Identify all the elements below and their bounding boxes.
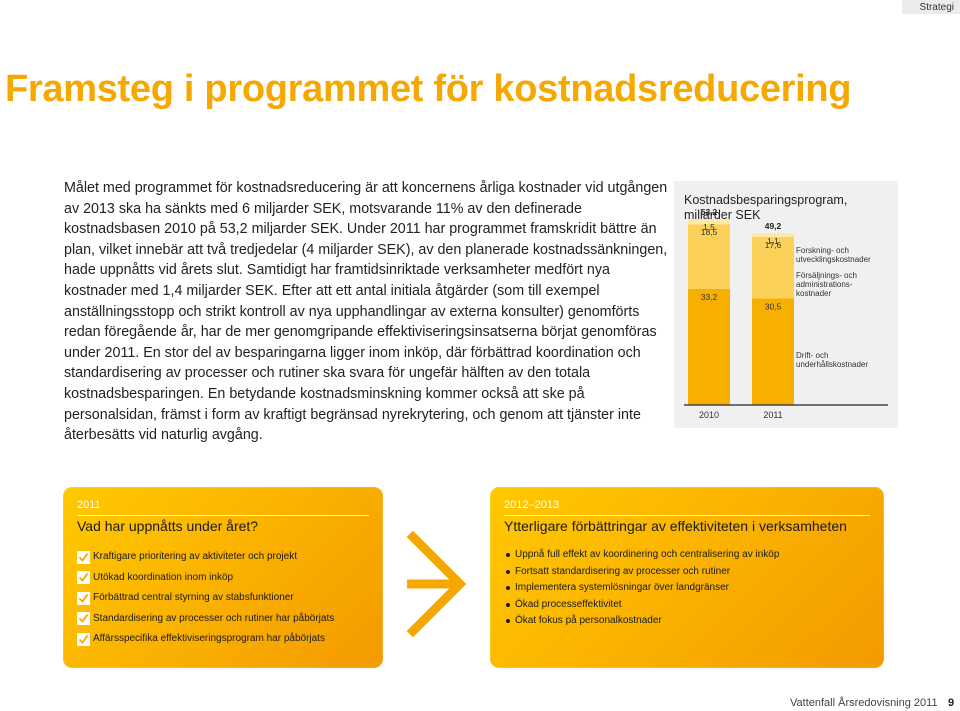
checkmark-icon	[77, 612, 90, 626]
data-label: 30,5	[765, 301, 782, 311]
bullet-icon	[506, 553, 510, 558]
x-tick-label: 2010	[699, 410, 719, 420]
bar-segment	[752, 232, 794, 237]
box-2012-2013: 2012–2013 Ytterligare förbättringar av e…	[490, 487, 884, 668]
list-item: Standardisering av processer och rutiner…	[77, 609, 334, 630]
box-2012-divider	[504, 515, 870, 516]
bullet-icon	[506, 569, 510, 574]
cost-savings-chart: Kostnadsbesparingsprogram, miljarder SEK…	[674, 181, 898, 428]
list-item: Uppnå full effekt av koordinering och ce…	[504, 547, 779, 564]
total-label: 53,2	[701, 207, 718, 217]
checkmark-icon	[77, 632, 90, 646]
legend-label: utvecklingskostnader	[796, 255, 871, 264]
bullet-icon	[506, 586, 510, 591]
list-item: Kraftigare prioritering av aktiviteter o…	[77, 547, 334, 568]
legend-label: underhållskostnader	[796, 360, 868, 369]
box-2011-divider	[77, 515, 369, 516]
box-2012-list: Uppnå full effekt av koordinering och ce…	[504, 547, 779, 630]
bullet-icon	[506, 602, 510, 607]
data-label: 18,5	[701, 227, 718, 237]
list-item: Förbättrad central styrning av stabsfunk…	[77, 588, 334, 609]
list-item: Affärsspecifika effektiviseringsprogram …	[77, 629, 334, 650]
bar-segment	[752, 236, 794, 299]
box-2011: 2011 Vad har uppnåtts under året? Krafti…	[63, 487, 383, 668]
box-2011-year: 2011	[77, 499, 101, 511]
bar-segment	[688, 224, 730, 289]
legend-label: Forskning- och	[796, 246, 849, 255]
legend-label: Drift- och	[796, 351, 828, 360]
section-tab: Strategi	[902, 0, 960, 14]
total-label: 49,2	[765, 221, 782, 231]
data-label: 33,2	[701, 292, 718, 302]
box-2011-heading: Vad har uppnåtts under året?	[77, 518, 259, 534]
checkmark-icon	[77, 550, 90, 564]
bar-segment	[752, 298, 794, 405]
data-label: 17,6	[765, 240, 782, 250]
list-item: Fortsatt standardisering av processer oc…	[504, 564, 779, 581]
list-item: Ökad processeffektivitet	[504, 597, 779, 614]
bar-segment	[688, 288, 730, 405]
checkmark-icon	[77, 591, 90, 605]
bullet-icon	[506, 619, 510, 624]
legend-label: Försäljnings- och	[796, 271, 857, 280]
box-2012-heading: Ytterligare förbättringar av effektivite…	[504, 518, 847, 534]
legend-label: kostnader	[796, 289, 831, 298]
list-item: Ökat fokus på personalkostnader	[504, 613, 779, 630]
data-label: 1,1	[767, 236, 779, 246]
page-number: 9	[948, 697, 955, 709]
page-title: Framsteg i programmet för kostnadsreduce…	[5, 68, 852, 110]
footer-publication: Vattenfall Årsredovisning 2011	[790, 697, 938, 709]
box-2012-year: 2012–2013	[504, 499, 560, 511]
arrow-right-icon	[406, 530, 467, 638]
list-item: Utökad koordination inom inköp	[77, 568, 334, 589]
bar-segment	[688, 219, 730, 225]
checkmark-icon	[77, 571, 90, 585]
legend-label: administrations-	[796, 280, 853, 289]
chart-title: Kostnadsbesparingsprogram, miljarder SEK	[684, 193, 848, 222]
body-text: Målet med programmet för kostnadsreducer…	[64, 180, 668, 444]
data-label: 1,5	[703, 222, 715, 232]
list-item: Implementera systemlösningar över landgr…	[504, 580, 779, 597]
x-tick-label: 2011	[763, 410, 782, 420]
chart-svg: 33,2 18,51,5 53,2 2010 30,5 17,61,1 49,2 2011 Fo…	[684, 207, 888, 420]
box-2011-list: Kraftigare prioritering av aktiviteter o…	[77, 547, 334, 650]
